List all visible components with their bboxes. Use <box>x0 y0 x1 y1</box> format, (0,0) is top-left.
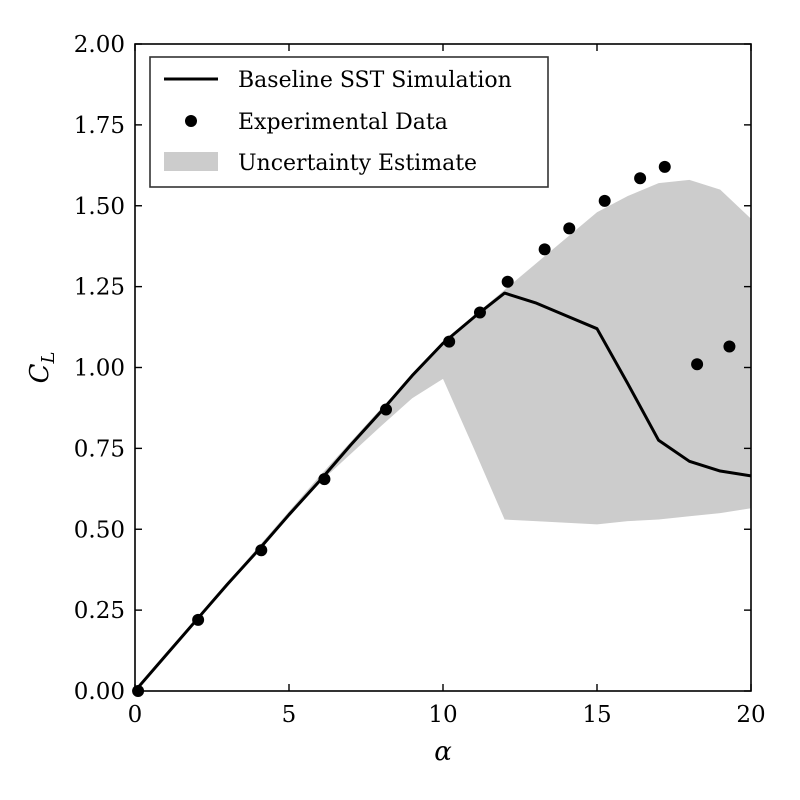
y-axis-label-main: C <box>25 363 55 383</box>
experimental-point <box>473 306 486 319</box>
y-tick-label: 1.50 <box>74 194 125 220</box>
x-axis-label: α <box>434 737 452 767</box>
experimental-point <box>192 613 205 626</box>
y-tick-label: 0.50 <box>74 517 125 543</box>
x-tick-label: 20 <box>736 702 765 728</box>
y-tick-label: 1.00 <box>74 356 125 382</box>
experimental-point <box>443 335 456 348</box>
experimental-point <box>723 340 736 353</box>
x-tick-label: 5 <box>282 702 297 728</box>
y-tick-label: 1.25 <box>74 275 125 301</box>
y-tick-label: 0.25 <box>74 598 125 624</box>
experimental-point <box>501 275 514 288</box>
x-tick-label: 0 <box>128 702 143 728</box>
experimental-point <box>255 544 268 557</box>
experimental-point <box>598 194 611 207</box>
experimental-point <box>634 172 647 185</box>
y-tick-label: 2.00 <box>74 32 125 58</box>
y-axis-label-subscript: L <box>38 352 59 365</box>
x-tick-label: 10 <box>428 702 457 728</box>
legend-label-experimental: Experimental Data <box>238 110 448 135</box>
experimental-point <box>658 160 671 173</box>
legend: Baseline SST Simulation Experimental Dat… <box>149 56 549 188</box>
y-tick-label: 0.75 <box>74 436 125 462</box>
experimental-point <box>538 243 551 256</box>
uncertainty-band-layer <box>135 179 751 691</box>
simulation-line <box>135 291 751 691</box>
experimental-point <box>380 403 393 416</box>
simulation-line-layer <box>135 291 751 691</box>
uncertainty-band <box>135 179 751 691</box>
experimental-point <box>318 473 331 486</box>
experimental-point <box>691 358 704 371</box>
experimental-points-layer <box>132 160 736 697</box>
y-axis-label: CL <box>25 352 59 384</box>
legend-label-uncertainty: Uncertainty Estimate <box>238 151 477 176</box>
x-tick-label: 15 <box>582 702 611 728</box>
tick-layer: 0 5 10 15 20 0.00 0.25 0.50 0.75 1.00 1.25 1.50 1.75… <box>74 32 766 728</box>
y-tick-label: 0.00 <box>74 679 125 705</box>
legend-swatch-experimental <box>185 115 197 127</box>
legend-swatch-uncertainty <box>164 152 218 171</box>
experimental-point <box>563 222 576 235</box>
y-tick-label: 1.75 <box>74 113 125 139</box>
legend-label-simulation: Baseline SST Simulation <box>238 68 512 93</box>
